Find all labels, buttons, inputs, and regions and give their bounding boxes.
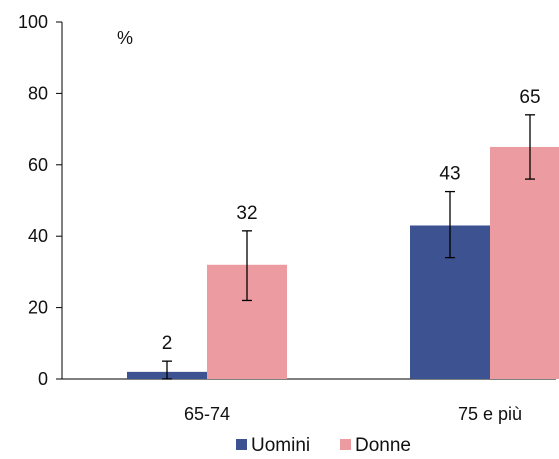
data-label: 43 (439, 164, 460, 185)
data-label: 32 (236, 203, 257, 224)
y-tick-label: 100 (18, 12, 48, 32)
y-tick-label: 60 (28, 155, 48, 175)
y-tick-label: 20 (28, 298, 48, 318)
y-tick-label: 80 (28, 83, 48, 103)
data-label: 2 (162, 333, 173, 354)
y-tick-label: 0 (38, 369, 48, 389)
data-label: 65 (519, 87, 540, 108)
legend-label-donne: Donne (355, 435, 411, 456)
legend-label-uomini: Uomini (251, 435, 310, 456)
legend: Uomini Donne (236, 435, 411, 456)
data-labels: 2 43 32 65 (162, 87, 541, 354)
legend-swatch-uomini (236, 439, 247, 450)
bar-donne (490, 146, 559, 379)
error-bars (162, 114, 535, 380)
bars (127, 146, 559, 379)
axes: 0 20 40 60 80 100% 65-74 75 e più (18, 12, 556, 424)
y-unit-label: % (117, 28, 133, 48)
x-tick-label: 75 e più (458, 404, 522, 424)
legend-swatch-donne (340, 439, 351, 450)
y-tick-label: 40 (28, 226, 48, 246)
x-tick-label: 65-74 (184, 404, 230, 424)
